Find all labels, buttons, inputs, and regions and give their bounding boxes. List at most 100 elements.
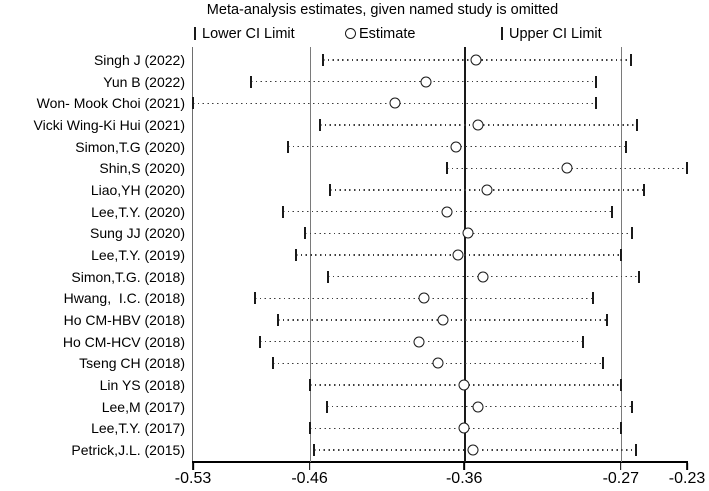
estimate-marker — [452, 249, 464, 261]
estimate-marker — [450, 141, 462, 153]
estimate-marker — [481, 184, 493, 196]
estimate-marker — [477, 271, 489, 283]
study-label: Simon,T.G (2020) — [75, 138, 185, 155]
lower-ci-tick — [308, 379, 311, 392]
upper-ci-tick — [605, 314, 608, 327]
lower-ci-tick — [253, 292, 256, 305]
study-label: Lee,M (2017) — [101, 398, 185, 415]
estimate-marker — [413, 336, 425, 348]
x-axis-label: -0.23 — [668, 470, 706, 487]
upper-ci-tick — [636, 119, 639, 131]
legend-upper: Upper CI Limit — [501, 25, 602, 43]
lower-ci-tick — [322, 54, 325, 66]
lower-ci-tick — [328, 184, 331, 197]
estimate-marker — [420, 76, 432, 88]
study-label: Simon,T.G. (2018) — [71, 268, 185, 285]
estimate-marker — [561, 162, 573, 174]
lower-ci-tick — [258, 335, 261, 348]
estimate-marker — [462, 227, 474, 239]
lower-ci-tick — [308, 422, 311, 435]
x-axis-tick — [686, 463, 688, 470]
study-label: Lee,T.Y. (2019) — [91, 247, 185, 264]
estimate-marker — [432, 357, 444, 369]
study-label: Liao,YH (2020) — [90, 182, 185, 199]
study-label: Vicki Wing-Ki Hui (2021) — [33, 117, 185, 133]
upper-ci-tick — [686, 162, 688, 175]
lower-ci-tick — [250, 75, 253, 88]
upper-ci-tick — [619, 422, 622, 435]
lower-ci-tick — [271, 357, 274, 370]
study-label: Hwang, I.C. (2018) — [63, 290, 185, 307]
upper-ci-tick — [619, 249, 622, 262]
legend-estimate-label: Estimate — [359, 26, 416, 42]
estimate-marker — [458, 379, 470, 391]
study-labels-column: Singh J (2022) Yun B (2022) Won- Mook Choi… — [0, 47, 185, 462]
study-label: Shin,S (2020) — [99, 160, 185, 177]
lower-ci-tick-icon — [194, 27, 196, 40]
plot-left-border — [192, 47, 193, 462]
lower-ci-tick — [281, 205, 284, 218]
upper-ci-tick — [591, 292, 594, 305]
study-label: Sung JJ (2020) — [90, 225, 185, 242]
x-axis-tick — [308, 463, 311, 470]
legend-lower: Lower CI Limit — [194, 25, 295, 43]
upper-ci-tick — [595, 97, 598, 110]
upper-ci-tick — [629, 54, 632, 66]
x-axis-line — [192, 461, 688, 463]
legend-estimate: Estimate — [345, 25, 415, 43]
x-axis-tick — [619, 463, 622, 470]
estimate-marker — [441, 206, 453, 218]
upper-ci-tick — [624, 140, 627, 153]
study-label: Ho CM-HBV (2018) — [63, 312, 185, 329]
study-label: Won- Mook Choi (2021) — [36, 95, 185, 112]
estimate-marker — [437, 314, 449, 326]
lower-ci-tick — [325, 400, 328, 413]
plot-area: -0.53 -0.46 -0.36 -0.27 -0.23 — [175, 47, 705, 487]
x-axis-label: -0.27 — [602, 470, 640, 487]
chart-title: Meta-analysis estimates, given named stu… — [206, 2, 559, 18]
estimate-marker — [472, 401, 484, 413]
lower-ci-tick — [313, 444, 316, 457]
upper-ci-tick — [631, 400, 634, 413]
upper-ci-tick — [631, 227, 634, 240]
upper-ci-tick-icon — [501, 27, 503, 40]
estimate-marker — [472, 119, 484, 131]
lower-ci-tick — [276, 314, 279, 327]
x-axis-label: -0.46 — [291, 470, 328, 487]
study-label: Tseng CH (2018) — [79, 355, 185, 372]
x-axis-tick — [463, 463, 466, 470]
study-label: Petrick,J.L. (2015) — [71, 442, 185, 459]
study-label: Ho CM-HCV (2018) — [62, 333, 185, 350]
study-label: Lin YS (2018) — [99, 377, 185, 394]
x-axis-label: -0.53 — [174, 470, 212, 487]
lower-ci-tick — [327, 270, 330, 283]
upper-ci-tick — [611, 205, 614, 218]
estimate-marker — [458, 422, 470, 434]
upper-ci-tick — [602, 357, 605, 370]
upper-ci-tick — [642, 184, 645, 197]
estimate-circle-icon — [345, 28, 356, 39]
legend-upper-label: Upper CI Limit — [509, 26, 602, 42]
upper-ci-tick — [619, 379, 622, 392]
estimate-marker — [418, 292, 430, 304]
lower-ci-tick — [192, 97, 194, 110]
lower-ci-tick — [303, 227, 306, 240]
upper-ci-tick — [581, 335, 584, 348]
estimate-marker — [389, 97, 401, 109]
upper-ci-tick — [634, 444, 637, 457]
x-axis-label: -0.36 — [445, 470, 483, 487]
study-label: Lee,T.Y. (2017) — [91, 420, 185, 437]
lower-ci-tick — [286, 140, 289, 153]
lower-ci-tick — [319, 119, 322, 131]
x-axis-tick — [192, 463, 194, 470]
estimate-marker — [470, 54, 482, 66]
lower-ci-tick — [446, 162, 449, 175]
lower-ci-tick — [295, 249, 298, 262]
upper-ci-tick — [595, 75, 598, 88]
upper-ci-tick — [638, 270, 640, 283]
estimate-marker — [467, 444, 479, 456]
legend-lower-label: Lower CI Limit — [202, 26, 295, 42]
study-label: Singh J (2022) — [93, 52, 185, 68]
study-label: Yun B (2022) — [103, 73, 185, 90]
